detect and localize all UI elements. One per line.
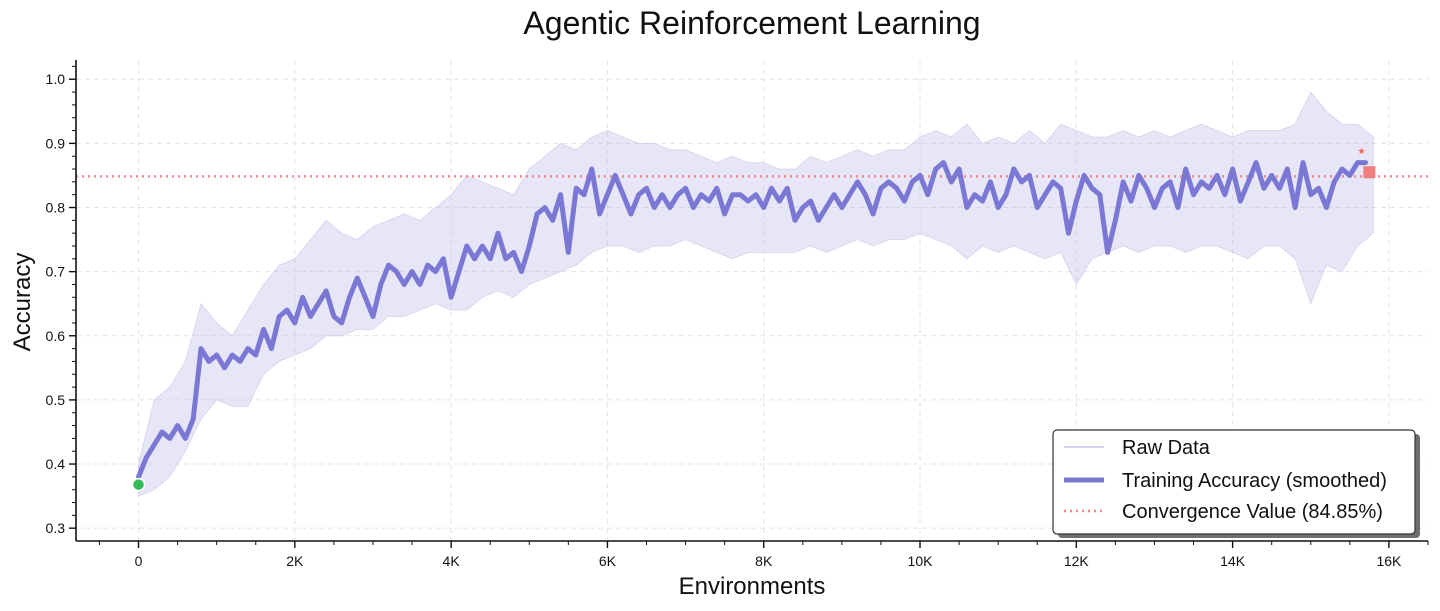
x-tick-label-7: 14K	[1220, 553, 1246, 569]
smoothed-line-layer	[136, 160, 1368, 480]
raw-data-band-layer	[138, 91, 1374, 497]
y-tick-label-3: 0.6	[46, 328, 66, 344]
legend-box	[1052, 429, 1416, 535]
x-axis-title: Environments	[679, 573, 826, 600]
chart-title: Agentic Reinforcement Learning	[523, 5, 980, 41]
x-tick-label-1: 2K	[286, 553, 304, 569]
y-tick-label-7: 1.0	[46, 71, 66, 87]
end-marker	[1363, 166, 1376, 179]
start-marker	[131, 477, 146, 492]
legend-label-training-accuracy: Training Accuracy (smoothed)	[1122, 470, 1387, 492]
legend-label-raw-data: Raw Data	[1122, 437, 1211, 459]
x-tick-label-2: 4K	[443, 553, 461, 569]
tick-label-layer: 0 2K 4K 6K 8K 10K 12K 14K 16K 0.3 0.4 0.5 0.6 0.7 0.8 0…	[46, 71, 1403, 569]
y-tick-label-6: 0.9	[46, 135, 66, 151]
peak-star-marker	[1358, 147, 1365, 154]
y-tick-label-2: 0.5	[46, 392, 66, 408]
marker-layer	[131, 147, 1376, 492]
y-tick-label-4: 0.7	[46, 264, 66, 280]
legend-label-convergence: Convergence Value (84.85%)	[1122, 501, 1383, 523]
x-tick-label-4: 8K	[755, 553, 773, 569]
x-tick-label-5: 10K	[908, 553, 934, 569]
x-tick-label-8: 16K	[1376, 553, 1402, 569]
y-tick-label-0: 0.3	[46, 520, 66, 536]
legend: Raw Data Training Accuracy (smoothed) Co…	[1052, 429, 1420, 538]
y-tick-label-1: 0.4	[46, 456, 66, 472]
x-tick-label-0: 0	[135, 553, 143, 569]
y-axis-title: Accuracy	[9, 253, 36, 352]
y-tick-label-5: 0.8	[46, 200, 66, 216]
x-tick-label-3: 6K	[599, 553, 617, 569]
x-tick-label-6: 12K	[1064, 553, 1090, 569]
training-accuracy-line	[136, 160, 1368, 480]
raw-data-band	[138, 91, 1374, 497]
axis-layer	[69, 60, 1429, 548]
